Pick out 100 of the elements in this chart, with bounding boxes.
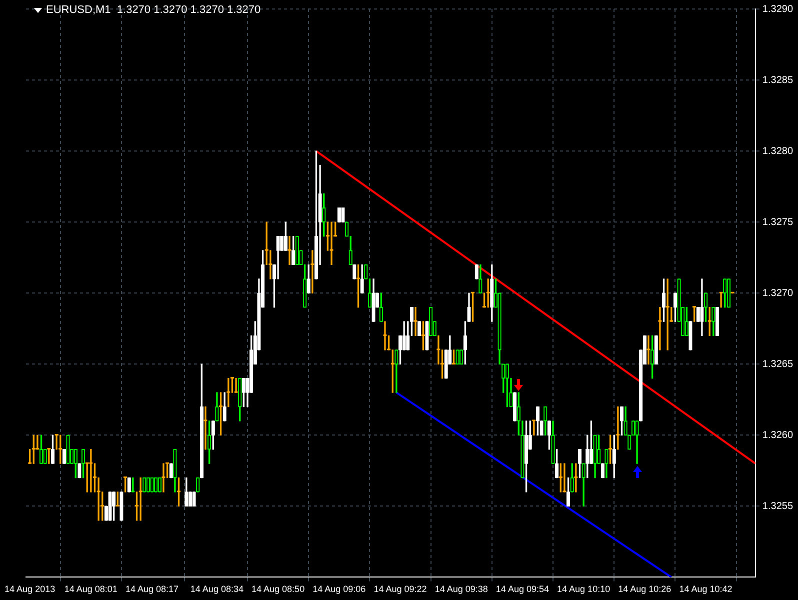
candlestick xyxy=(562,463,566,492)
y-tick-label: 1.3270 xyxy=(762,288,794,299)
y-tick-label: 1.3285 xyxy=(762,74,794,86)
candlestick xyxy=(131,477,135,492)
candlestick xyxy=(600,463,604,478)
candlestick xyxy=(712,306,716,336)
candlestick xyxy=(295,236,299,266)
candlestick xyxy=(582,463,586,507)
candlestick xyxy=(536,406,540,436)
candlestick xyxy=(112,492,116,521)
candlestick xyxy=(597,434,601,464)
candlestick xyxy=(490,264,494,322)
candlestick xyxy=(43,449,47,464)
candlestick xyxy=(578,449,582,478)
candlestick xyxy=(394,350,398,393)
candlestick xyxy=(169,463,173,478)
candlestick xyxy=(524,420,528,492)
candlestick xyxy=(215,392,219,422)
y-tick-label: 1.3265 xyxy=(762,358,794,370)
candlestick xyxy=(211,420,215,450)
x-tick-label: 14 Aug 09:38 xyxy=(434,584,488,594)
candlestick xyxy=(314,150,318,280)
candlestick xyxy=(726,278,731,308)
x-tick-label: 14 Aug 09:22 xyxy=(374,584,427,594)
candlestick xyxy=(428,306,433,336)
candlestick xyxy=(566,477,570,507)
candlestick xyxy=(444,350,448,379)
candlestick xyxy=(723,278,727,308)
candlestick xyxy=(50,434,55,464)
candlestick xyxy=(36,434,40,450)
candlestick xyxy=(646,335,650,364)
candlestick xyxy=(127,477,131,492)
candlestick xyxy=(337,208,341,222)
candlestick xyxy=(547,420,552,450)
candlestick xyxy=(700,278,704,336)
candlestick xyxy=(414,306,418,336)
x-tick-label: 14 Aug 10:42 xyxy=(679,584,732,594)
candlestick xyxy=(306,264,310,294)
candlestick xyxy=(108,492,112,521)
candlestick xyxy=(222,392,226,422)
candlestick xyxy=(204,406,208,450)
y-tick-label: 1.3260 xyxy=(762,430,794,441)
candlestick xyxy=(478,264,482,294)
candlestick xyxy=(138,477,142,521)
candlestick xyxy=(146,477,150,492)
candlestick xyxy=(425,321,429,350)
candlestick xyxy=(62,449,66,464)
candlestick xyxy=(120,492,124,521)
candlestick xyxy=(89,449,93,492)
y-tick-label: 1.3275 xyxy=(762,216,794,228)
candlestick xyxy=(341,208,345,222)
x-tick-label: 14 Aug 09:54 xyxy=(496,584,549,594)
candlestick xyxy=(635,420,639,464)
candlestick xyxy=(81,449,86,478)
candlestick xyxy=(593,434,597,478)
candlestick xyxy=(154,477,158,492)
y-tick-label: 1.3290 xyxy=(762,4,794,15)
chart-title: EURUSD,M1 1.3270 1.3270 1.3270 1.3270 xyxy=(46,4,261,16)
candlestick xyxy=(74,449,78,478)
candlestick xyxy=(184,477,188,507)
candlestick xyxy=(589,420,594,464)
candlestick xyxy=(238,378,242,422)
candlestick xyxy=(688,321,692,350)
candlestick xyxy=(291,236,296,266)
x-tick-label: 14 Aug 10:10 xyxy=(557,584,610,594)
candlestick xyxy=(142,477,146,492)
candlestick xyxy=(66,434,70,464)
candlestick xyxy=(158,477,162,492)
candlestick xyxy=(288,236,292,266)
candlestick xyxy=(242,378,246,408)
candlestick xyxy=(715,306,720,336)
candlestick xyxy=(352,264,356,280)
candlestick xyxy=(192,492,196,507)
x-tick-label: 14 Aug 2013 xyxy=(4,584,56,594)
candlestick xyxy=(604,449,608,478)
candlestick xyxy=(226,378,230,408)
candlestick xyxy=(456,350,460,364)
candlestick xyxy=(78,463,82,478)
candlestick xyxy=(284,222,288,251)
candlestick xyxy=(574,463,578,492)
candlestick xyxy=(512,392,517,422)
candlestick xyxy=(654,335,658,364)
candlestick xyxy=(658,306,662,350)
x-tick-label: 14 Aug 08:50 xyxy=(252,584,305,594)
candlestick xyxy=(188,492,192,507)
candlestick xyxy=(379,292,383,322)
candlestick xyxy=(398,335,402,364)
candlestick xyxy=(162,463,166,492)
candlestick xyxy=(176,477,181,507)
candlestick xyxy=(402,321,406,350)
x-tick-label: 14 Aug 08:17 xyxy=(125,584,179,594)
candlestick xyxy=(666,278,670,350)
x-tick-label: 14 Aug 08:34 xyxy=(190,584,244,594)
candlestick xyxy=(249,335,254,393)
candlestick xyxy=(620,406,624,436)
candlestick xyxy=(330,222,334,266)
candlestick xyxy=(322,193,326,237)
candlestick xyxy=(544,406,548,436)
candlestick xyxy=(39,434,44,464)
candlestick xyxy=(650,335,654,379)
